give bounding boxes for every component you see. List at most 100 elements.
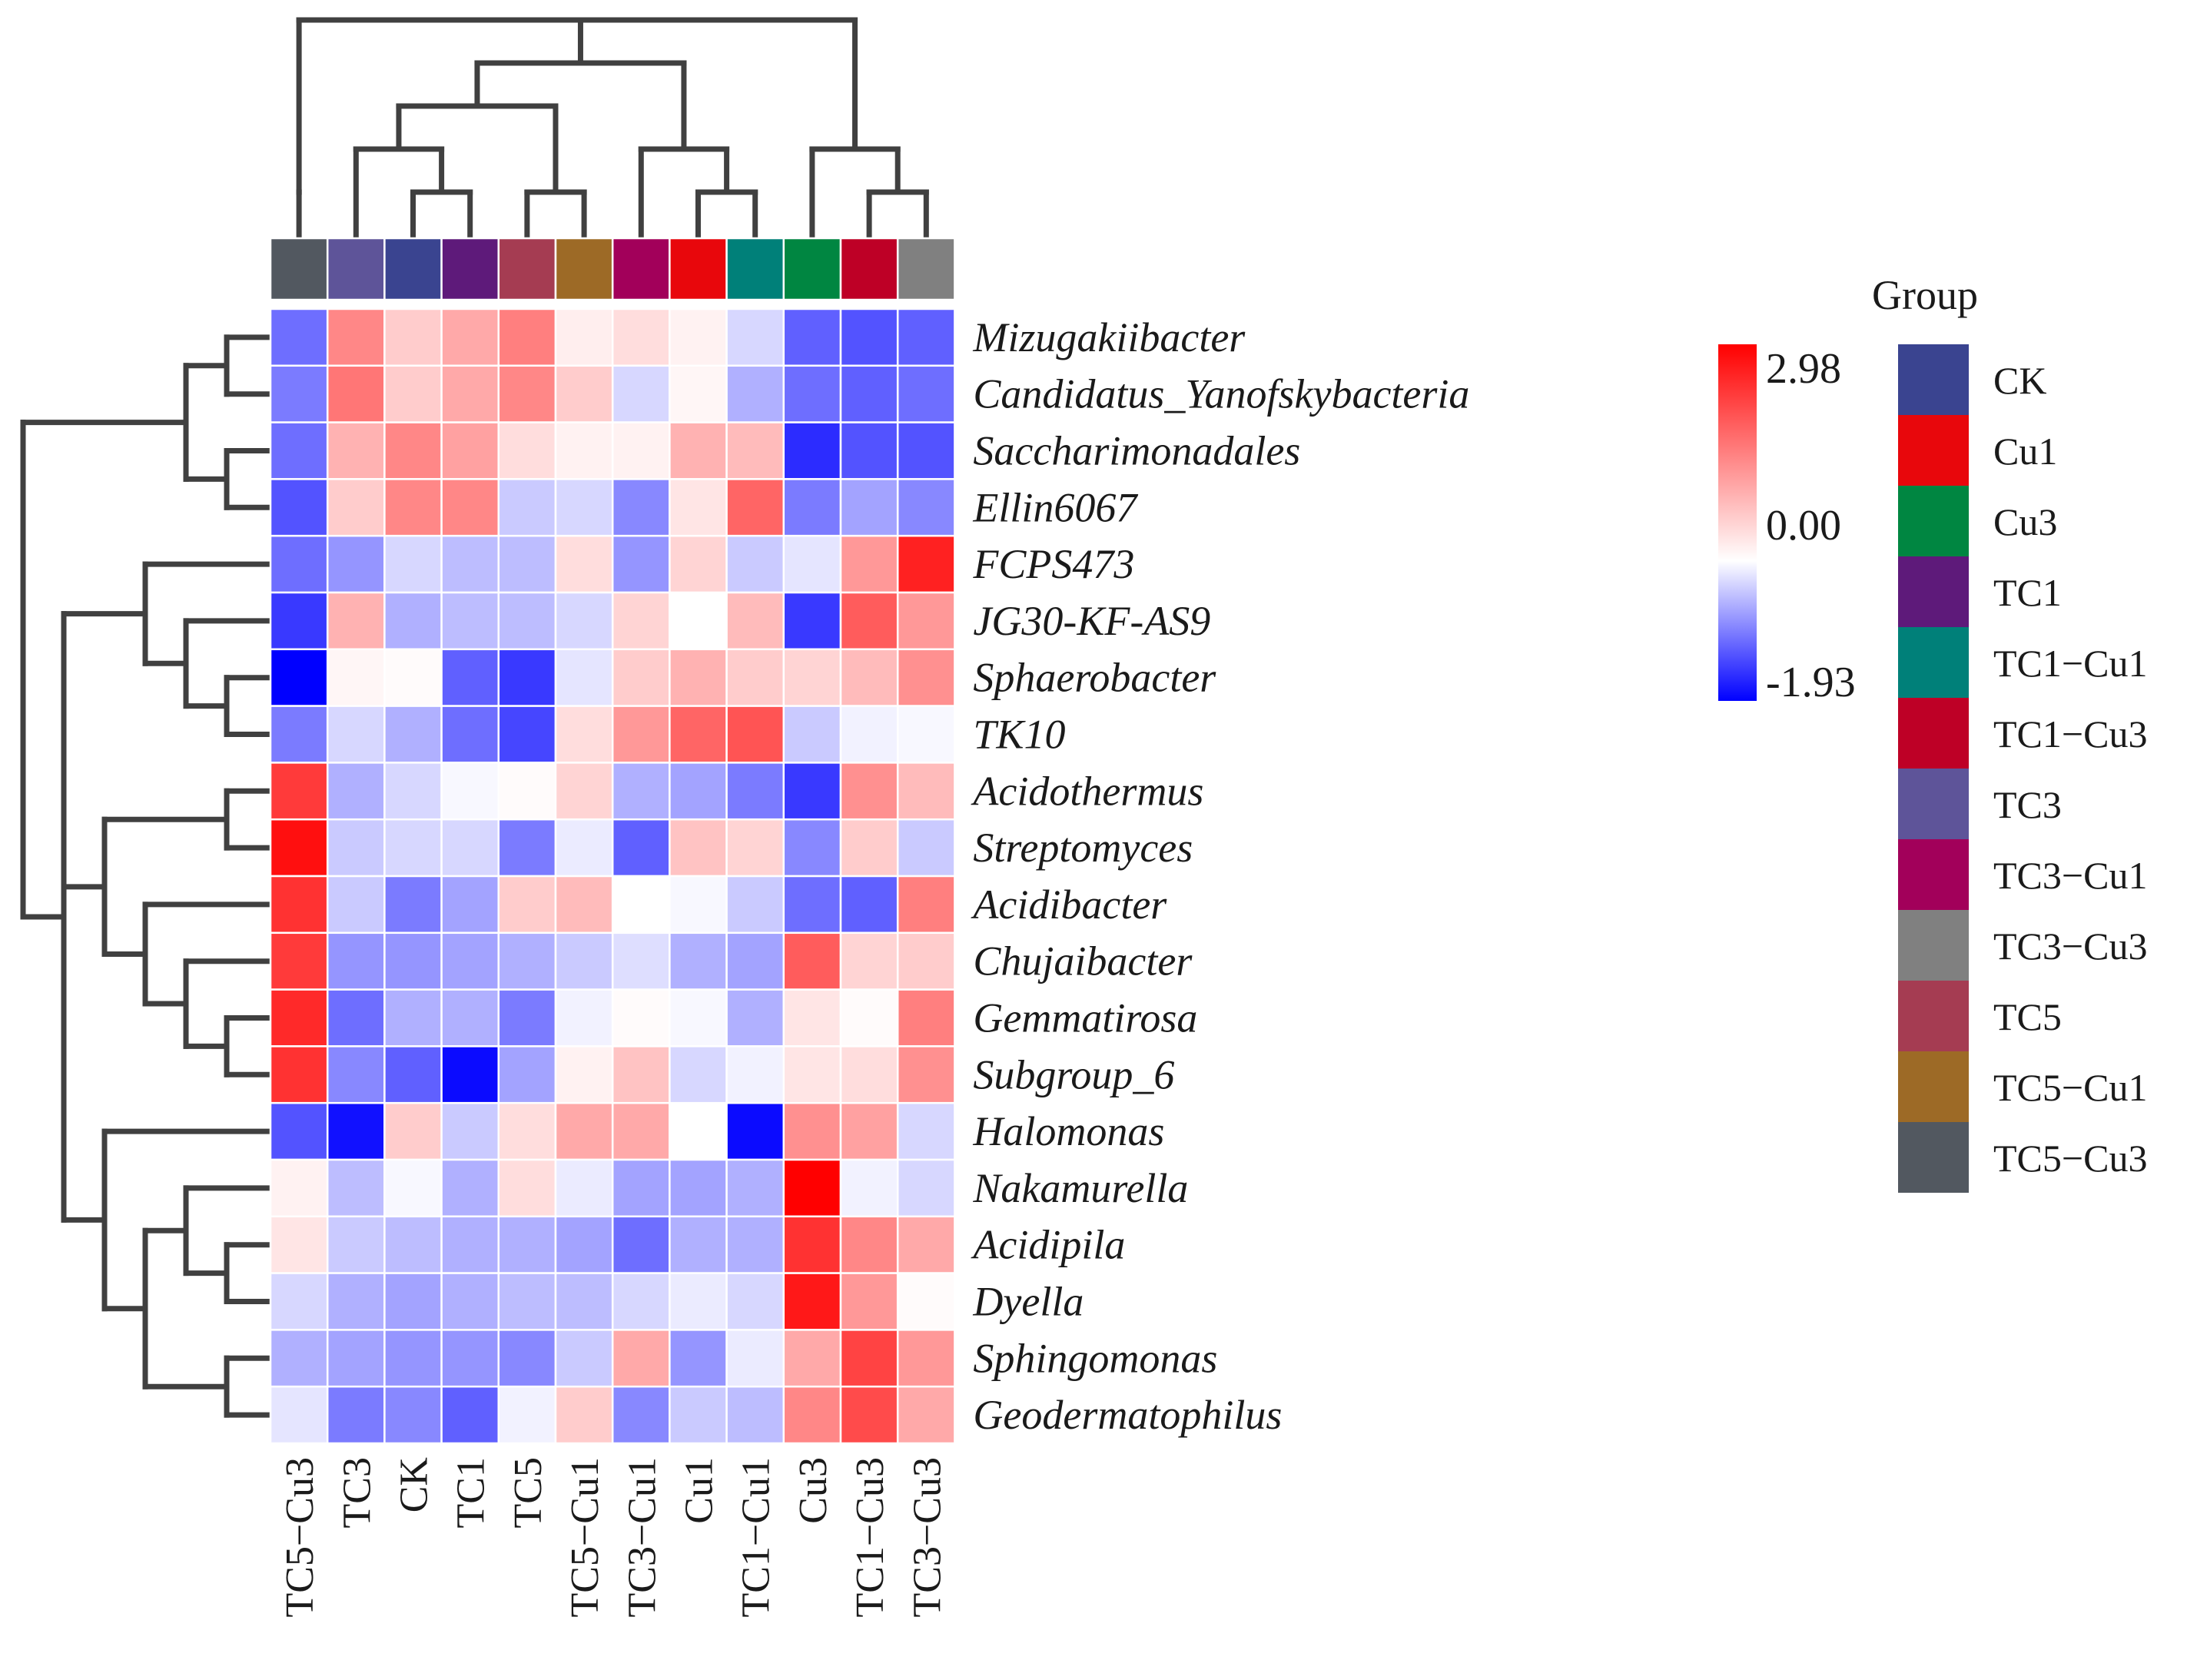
heatmap-cell [383,988,443,1048]
column-label: CK [393,1457,436,1513]
group-legend-label: TC5 [1993,995,2062,1038]
heatmap-cell [725,705,785,764]
heatmap-cell [782,478,842,537]
heatmap-cell [269,364,329,423]
column-label: TC1−Cu1 [735,1457,778,1617]
heatmap-cell [440,478,500,537]
group-bar-cell [611,237,671,301]
heatmap-cell [782,421,842,480]
heatmap-cell [440,762,500,821]
column-label: TC5 [506,1457,550,1528]
heatmap-cell [326,1215,386,1274]
heatmap-cell [725,364,785,423]
column-label: Cu1 [678,1457,722,1524]
heatmap-cell [611,1045,671,1104]
heatmap-cell [669,818,728,878]
group-legend-swatch [1898,910,1969,981]
heatmap-cell [782,648,842,707]
group-legend-swatch [1898,698,1969,769]
row-label: Chujaibacter [973,938,1193,984]
heatmap-cell [440,648,500,707]
group-bar-cell [839,237,899,301]
heatmap-cell [383,931,443,991]
heatmap-cell [269,762,329,821]
heatmap-cell [896,1101,956,1161]
group-annotation-bar [269,237,956,301]
heatmap-cell [497,875,557,935]
group-bar-cell [383,237,443,301]
group-legend-swatch [1898,769,1969,839]
heatmap-cell [326,931,386,991]
heatmap-cell [839,478,899,537]
heatmap-cell [839,648,899,707]
group-bar-cell [497,237,557,301]
heatmap-cell [326,1045,386,1104]
heatmap-cell [725,988,785,1048]
heatmap-cell [554,818,614,878]
heatmap-cell [669,421,728,480]
heatmap-cell [269,875,329,935]
heatmap-cell [725,421,785,480]
heatmap-cell [896,1329,956,1388]
heatmap-cell [611,1329,671,1388]
row-label: Subgroup_6 [973,1051,1174,1097]
heatmap-cell [383,875,443,935]
heatmap-cell [611,648,671,707]
heatmap-cell [554,988,614,1048]
heatmap-cell [839,762,899,821]
heatmap-cell [383,421,443,480]
group-legend-label: TC3−Cu3 [1993,925,2147,968]
row-label: Geodermatophilus [973,1392,1282,1438]
heatmap-cell [725,762,785,821]
heatmap-cell [440,1045,500,1104]
group-legend-label: CK [1993,359,2046,402]
heatmap-cell [269,1158,329,1218]
heatmap-cell [669,534,728,594]
heatmap-cell [383,307,443,367]
heatmap-cell [554,1329,614,1388]
heatmap-cell [497,478,557,537]
heatmap-cell [269,591,329,651]
heatmap-cell [554,1215,614,1274]
heatmap-cell [611,931,671,991]
column-labels: TC5−Cu3 TC3 CK TC1 TC5 TC5−Cu1 TC3−Cu1 Cu1 TC1−C… [278,1457,949,1618]
heatmap-cell [383,1329,443,1388]
heatmap-cell [669,1385,728,1445]
heatmap-cell [440,1272,500,1331]
heatmap-cell [269,1215,329,1274]
heatmap-cell [554,421,614,480]
heatmap-cell [896,364,956,423]
heatmap-cell [440,1101,500,1161]
heatmap-cell [782,1215,842,1274]
heatmap-cell [497,762,557,821]
heatmap-cell [440,931,500,991]
heatmap-cell [554,591,614,651]
heatmap-cell [725,534,785,594]
heatmap-cell [440,364,500,423]
row-labels: Mizugakiibacter Candidatus_Yanofskybacter… [971,314,1469,1438]
heatmap-cell [669,762,728,821]
heatmap-cell [554,1158,614,1218]
heatmap-cell [440,1215,500,1274]
heatmap-cell [554,762,614,821]
heatmap-cell [497,1215,557,1274]
column-label: TC3 [335,1457,379,1528]
heatmap-cell [383,534,443,594]
heatmap-cell [554,1101,614,1161]
group-legend-label: TC3−Cu1 [1993,854,2147,897]
heatmap-cell [839,1272,899,1331]
heatmap-cell [269,931,329,991]
column-label: TC3−Cu3 [905,1457,949,1617]
heatmap-cell [326,534,386,594]
heatmap-cell [611,875,671,935]
heatmap-cell [383,762,443,821]
heatmap-cell [497,591,557,651]
heatmap-cell [497,1329,557,1388]
heatmap-cell [839,421,899,480]
heatmap-cell [896,591,956,651]
heatmap-cell [896,875,956,935]
heatmap-cell [326,478,386,537]
heatmap-cell [669,1045,728,1104]
heatmap-cell [554,478,614,537]
